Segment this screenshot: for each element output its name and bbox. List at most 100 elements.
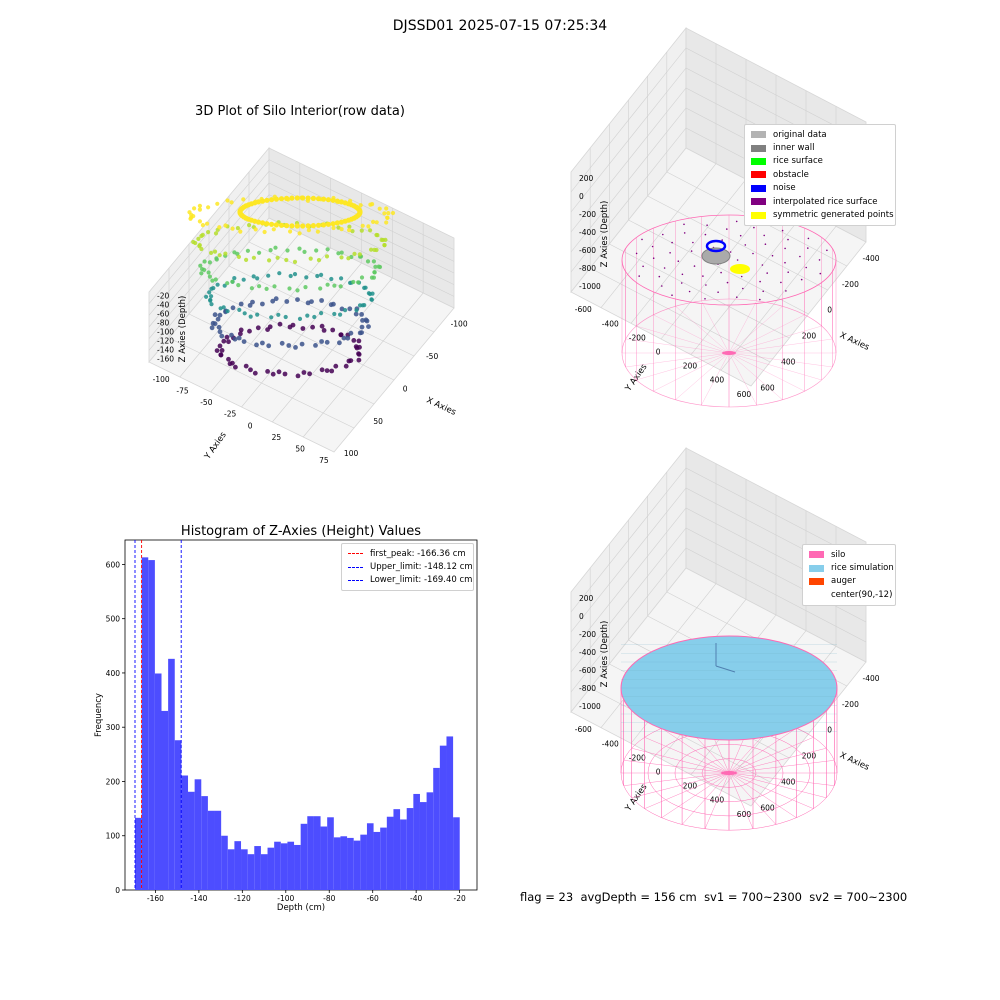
plot4-legend-entry: center(90,-12) xyxy=(809,588,892,601)
plot1-point xyxy=(365,259,371,264)
plot2-interpolated-point xyxy=(736,259,739,261)
histogram-bar xyxy=(400,819,407,890)
plot1-point xyxy=(273,196,279,202)
plot1-point xyxy=(265,369,270,374)
plot4-legend-entry: rice simulation xyxy=(809,561,894,574)
simulation-legend: silo rice simulation auger center(90,-12) xyxy=(802,544,896,606)
plot2-silo-floor-spoke xyxy=(653,314,730,354)
plot1-point xyxy=(295,297,300,302)
plot1-point xyxy=(197,203,202,208)
plot1-point xyxy=(325,282,330,287)
plot2-z-tick: 200 xyxy=(579,174,594,183)
plot1-point xyxy=(366,291,371,296)
plot2-interpolated-point xyxy=(706,224,708,226)
plot1-point xyxy=(238,331,243,337)
plot2-x-tick: 0 xyxy=(827,306,832,315)
plot2-interpolated-point xyxy=(669,252,671,254)
plot2-y-tick: -200 xyxy=(629,333,646,342)
plot1-point xyxy=(248,367,253,373)
histogram-x-tick: -40 xyxy=(410,894,422,903)
plot1-x-tick: 50 xyxy=(373,417,383,426)
plot1-point xyxy=(319,339,324,344)
plot2-silo-floor-spoke xyxy=(728,314,805,354)
plot1-point xyxy=(357,330,363,336)
plot1-point xyxy=(229,200,234,205)
plot2-legend-entry: rice surface xyxy=(751,155,889,168)
plot2-silo-floor-spoke xyxy=(728,325,822,354)
histogram-y-tick: 0 xyxy=(115,886,120,895)
plot1-point xyxy=(350,229,355,234)
plot4-y-tick: -200 xyxy=(629,753,646,762)
plot2-silo-floor-spoke xyxy=(728,306,783,354)
histogram-bar xyxy=(393,809,401,890)
plot1-point xyxy=(314,248,319,253)
plot1-point xyxy=(255,276,260,281)
plot1-point xyxy=(351,338,357,343)
plot1-point xyxy=(245,248,250,253)
plot4-silo-floor-ring xyxy=(674,744,784,802)
plot1-point xyxy=(319,323,325,329)
plot2-interpolated-point xyxy=(690,250,693,252)
plot1-point xyxy=(300,223,306,229)
plot1-point xyxy=(336,251,341,256)
histogram-x-tick: -140 xyxy=(190,894,207,903)
plot1-z-tick: -60 xyxy=(157,310,169,319)
plot1-point xyxy=(297,246,302,251)
plot1-point xyxy=(219,348,225,353)
histogram-plot xyxy=(122,539,478,893)
histogram-bar xyxy=(373,831,381,890)
plot1-point xyxy=(214,257,219,262)
plot1-point xyxy=(209,286,214,291)
histogram-ylabel: Frequency xyxy=(94,693,104,737)
plot2-y-tick: 200 xyxy=(683,362,698,371)
histogram-bar xyxy=(386,816,394,890)
plot1-point xyxy=(319,311,324,316)
plot2-silo-floor-spoke xyxy=(728,300,757,354)
plot1-point xyxy=(199,271,204,276)
plot2-silo-floor-spoke xyxy=(701,352,730,406)
plot2-interpolated-point xyxy=(735,220,738,223)
plot1-point xyxy=(279,340,285,346)
plot1-point xyxy=(300,195,306,201)
plot1-point xyxy=(269,197,275,203)
histogram-bar xyxy=(406,808,414,890)
plot1-point xyxy=(373,264,378,269)
plot1-point xyxy=(294,195,300,201)
plot1-point xyxy=(223,223,228,228)
plot4-xlabel: X Axies xyxy=(838,751,871,774)
plot1-point xyxy=(266,343,272,349)
plot2-interpolated-point xyxy=(683,232,686,234)
plot4-z-tick: -1000 xyxy=(579,702,601,711)
plot2-interpolated-point xyxy=(663,267,666,269)
plot4-zlabel: Z Axies (Depth) xyxy=(600,621,610,688)
plot1-point xyxy=(207,260,212,265)
plot1-point xyxy=(192,206,197,211)
plot1-point xyxy=(264,221,270,227)
histogram-bar xyxy=(141,557,149,890)
plot1-zlabel: Z Axies (Depth) xyxy=(178,296,188,363)
plot4-x-tick: 600 xyxy=(760,803,775,812)
plot1-point xyxy=(331,301,336,307)
plot1-point xyxy=(224,334,230,340)
plot1-point xyxy=(249,286,254,291)
plot1-point xyxy=(324,254,330,259)
plot1-point xyxy=(289,223,295,229)
plot4-z-tick: -200 xyxy=(579,630,596,639)
plot1-point xyxy=(338,219,345,225)
plot2-legend-entry: symmetric generated points xyxy=(751,208,894,221)
plot1-y-tick: 75 xyxy=(319,456,329,465)
plot1-point xyxy=(226,356,231,362)
plot2-legend-label: symmetric generated points xyxy=(773,210,894,221)
plot2-legend-entry: original data xyxy=(751,128,889,141)
histogram-bar xyxy=(419,802,427,890)
histogram-x-tick: -20 xyxy=(453,894,465,903)
plot1-point xyxy=(197,207,202,212)
plot2-interpolated-point xyxy=(787,238,789,241)
plot4-bottom-center xyxy=(721,771,737,775)
plot1-point xyxy=(356,357,362,363)
plot4-legend-entry: auger xyxy=(809,575,889,588)
plot2-silo-floor-spoke xyxy=(728,352,805,392)
plot2-interpolated-point xyxy=(704,233,707,236)
plot1-point xyxy=(187,210,192,215)
